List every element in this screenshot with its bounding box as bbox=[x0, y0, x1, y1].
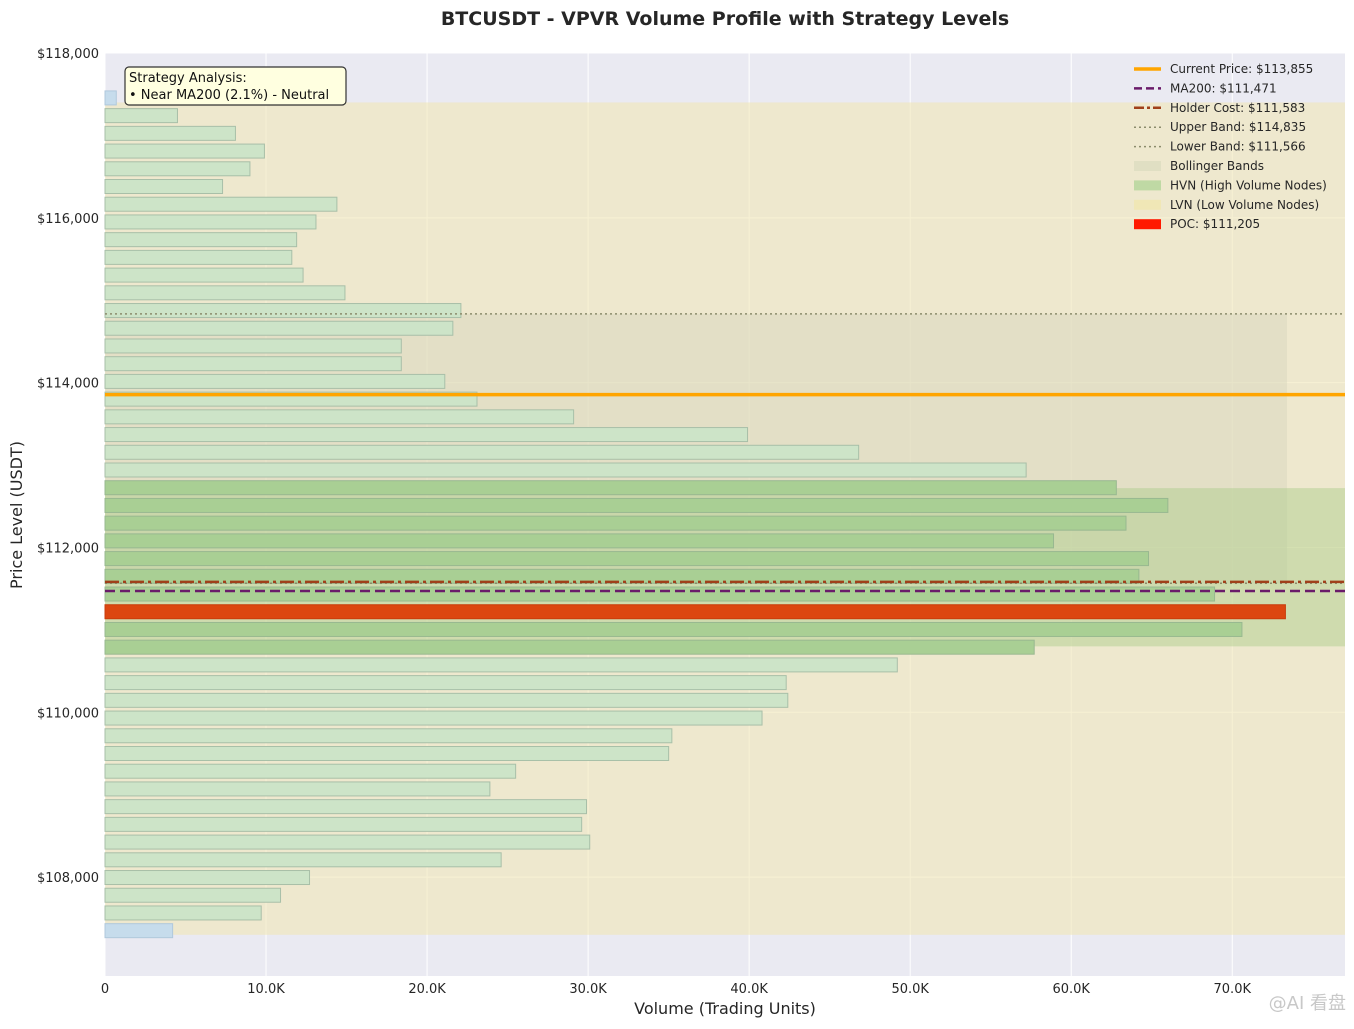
y-tick-label: $114,000 bbox=[37, 377, 99, 392]
legend: Current Price: $113,855 MA200: $111,471 Ho… bbox=[1134, 62, 1327, 231]
volume-bar bbox=[104, 303, 462, 319]
volume-bar bbox=[104, 657, 898, 673]
legend-label: LVN (Low Volume Nodes) bbox=[1170, 198, 1319, 212]
level-lines bbox=[105, 313, 1345, 593]
y-tick-label: $118,000 bbox=[37, 47, 99, 62]
legend-label: Upper Band: $114,835 bbox=[1170, 120, 1306, 134]
legend-swatch bbox=[1134, 180, 1161, 191]
x-tick-label: 10.0K bbox=[247, 982, 285, 997]
volume-bar bbox=[104, 108, 178, 124]
volume-bar bbox=[104, 338, 402, 354]
volume-bar bbox=[104, 834, 591, 850]
volume-bar bbox=[104, 621, 1243, 637]
legend-swatch bbox=[1134, 161, 1161, 171]
volume-bar bbox=[104, 586, 1216, 602]
x-tick-label: 50.0K bbox=[891, 982, 929, 997]
volume-bar bbox=[104, 356, 402, 372]
x-tick-label: 60.0K bbox=[1052, 982, 1090, 997]
x-tick-label: 0 bbox=[101, 982, 109, 997]
volume-bar bbox=[104, 249, 293, 265]
legend-label: Lower Band: $111,566 bbox=[1170, 140, 1306, 154]
volume-bar bbox=[104, 745, 670, 761]
volume-bar bbox=[104, 604, 1286, 620]
volume-bar bbox=[104, 409, 575, 425]
legend-label: POC: $111,205 bbox=[1170, 217, 1260, 231]
volume-bar bbox=[104, 480, 1117, 496]
legend-label: MA200: $111,471 bbox=[1170, 81, 1277, 95]
annotation-title: Strategy Analysis: bbox=[129, 71, 247, 86]
legend-label: HVN (High Volume Nodes) bbox=[1170, 178, 1327, 192]
x-tick-label: 70.0K bbox=[1214, 982, 1252, 997]
volume-bar bbox=[104, 816, 583, 832]
volume-bar bbox=[104, 781, 491, 797]
y-tick-label: $108,000 bbox=[37, 871, 99, 886]
volume-bar bbox=[104, 196, 338, 212]
volume-bar bbox=[104, 179, 224, 195]
volume-bar bbox=[104, 462, 1027, 478]
watermark: @AI 看盘 bbox=[1269, 993, 1346, 1014]
legend-swatch bbox=[1134, 219, 1161, 230]
volume-bar bbox=[104, 143, 265, 159]
legend-label: Bollinger Bands bbox=[1170, 159, 1264, 173]
volume-bar bbox=[104, 675, 787, 691]
volume-bar bbox=[104, 444, 860, 460]
volume-bar bbox=[104, 763, 517, 779]
volume-bar bbox=[104, 232, 298, 248]
x-tick-label: 40.0K bbox=[730, 982, 768, 997]
volume-bar bbox=[104, 728, 673, 744]
y-tick-label: $112,000 bbox=[37, 541, 99, 556]
x-axis-ticks: 0 10.0K 20.0K 30.0K 40.0K 50.0K 60.0K 70.0K bbox=[101, 982, 1252, 997]
volume-bar bbox=[104, 533, 1055, 549]
legend-label: Holder Cost: $111,583 bbox=[1170, 101, 1305, 115]
y-tick-label: $116,000 bbox=[37, 212, 99, 227]
chart-title: BTCUSDT - VPVR Volume Profile with Strat… bbox=[441, 8, 1009, 30]
legend-label: Current Price: $113,855 bbox=[1170, 62, 1313, 76]
volume-bar bbox=[104, 90, 117, 106]
volume-bar bbox=[104, 710, 763, 726]
volume-bar bbox=[104, 267, 304, 283]
volume-bar bbox=[104, 870, 311, 886]
legend-swatch bbox=[1134, 199, 1161, 210]
volume-bar bbox=[104, 639, 1035, 655]
volume-bar bbox=[104, 799, 588, 815]
volume-bar bbox=[104, 427, 749, 443]
volume-bar bbox=[104, 161, 251, 177]
hvn-zone bbox=[105, 488, 1345, 647]
annotation-box bbox=[124, 66, 347, 106]
y-axis-label: Price Level (USDT) bbox=[7, 441, 26, 589]
volume-bar bbox=[104, 852, 502, 868]
strategy-annotation: Strategy Analysis: • Near MA200 (2.1%) -… bbox=[124, 66, 347, 106]
volume-bar bbox=[104, 373, 446, 389]
volume-bar bbox=[104, 285, 346, 301]
volume-bar bbox=[104, 923, 174, 939]
volume-bar bbox=[104, 887, 282, 903]
volume-bar bbox=[104, 692, 789, 708]
volume-bar bbox=[104, 125, 236, 141]
volume-bar bbox=[104, 214, 317, 230]
y-tick-label: $110,000 bbox=[37, 706, 99, 721]
x-axis-label: Volume (Trading Units) bbox=[634, 999, 816, 1018]
volume-bar bbox=[104, 515, 1127, 531]
volume-bar bbox=[104, 497, 1169, 513]
x-tick-label: 20.0K bbox=[408, 982, 446, 997]
volume-bar bbox=[104, 551, 1150, 567]
y-axis-ticks: $108,000 $110,000 $112,000 $114,000 $116,000… bbox=[37, 47, 99, 886]
volume-bar bbox=[104, 905, 262, 921]
volume-bar bbox=[104, 320, 454, 336]
annotation-line: • Near MA200 (2.1%) - Neutral bbox=[129, 88, 329, 103]
x-tick-label: 30.0K bbox=[569, 982, 607, 997]
